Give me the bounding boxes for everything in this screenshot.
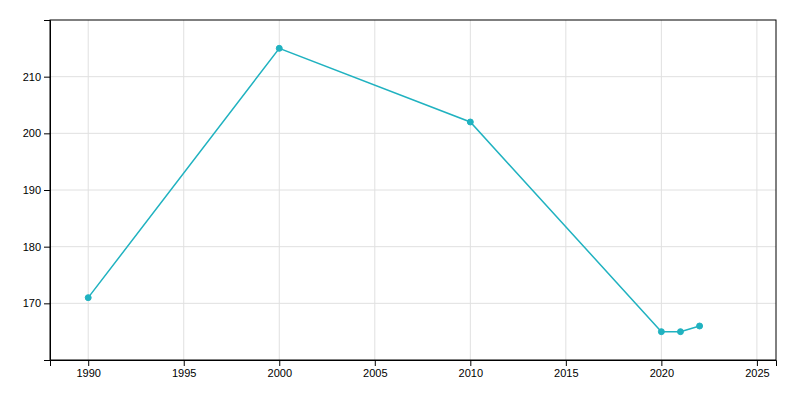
- grid-line-y: [50, 133, 776, 134]
- grid-line-y: [50, 303, 776, 304]
- x-tick-mark: [470, 360, 471, 366]
- x-tick-label: 1990: [76, 367, 100, 379]
- y-tick-mark: [44, 303, 50, 304]
- chart-svg: 1990 1995 2000 2005 2010 2015 2020 2025 170 180 19…: [0, 0, 800, 400]
- grid-line-y: [50, 246, 776, 247]
- y-axis: 170 180 190 200 210: [23, 21, 51, 361]
- x-tick-label: 2020: [650, 367, 674, 379]
- x-tick-label: 2015: [554, 367, 578, 379]
- grid-line-y: [50, 76, 776, 77]
- x-tick: 2010: [459, 360, 483, 379]
- x-tick-label: 2005: [363, 367, 387, 379]
- x-tick-label: 1995: [172, 367, 196, 379]
- y-tick: 200: [23, 127, 50, 139]
- y-tick-label: 190: [23, 184, 41, 196]
- x-tick-mark: [375, 360, 376, 366]
- x-tick-label: 2000: [268, 367, 292, 379]
- point: [658, 329, 664, 335]
- y-tick: 180: [23, 241, 50, 253]
- chart-container: 1990 1995 2000 2005 2010 2015 2020 2025 170 180 19…: [0, 0, 800, 400]
- x-tick-mark: [279, 360, 280, 366]
- y-tick-mark: [44, 133, 50, 134]
- x-tick: 2025: [745, 360, 769, 379]
- x-tick: 1995: [172, 360, 196, 379]
- grid: [50, 20, 776, 360]
- plot-frame: [50, 20, 776, 360]
- x-axis-line: [51, 361, 777, 367]
- grid-line-y: [50, 190, 776, 191]
- point: [467, 119, 473, 125]
- y-tick-label: 170: [23, 297, 41, 309]
- point: [697, 323, 703, 329]
- y-tick-label: 210: [23, 71, 41, 83]
- point: [85, 295, 91, 301]
- y-axis-line: [44, 21, 51, 361]
- x-tick-label: 2010: [459, 367, 483, 379]
- x-tick-mark: [566, 360, 567, 366]
- x-tick: 2015: [554, 360, 578, 379]
- y-tick-mark: [44, 190, 50, 191]
- y-tick-mark: [44, 77, 50, 78]
- x-tick-mark: [88, 360, 89, 366]
- x-tick-mark: [184, 360, 185, 366]
- x-tick-mark: [661, 360, 662, 366]
- y-tick: 170: [23, 297, 50, 309]
- y-tick-mark: [44, 247, 50, 248]
- marks: [85, 45, 702, 334]
- point: [677, 329, 683, 335]
- x-tick: 1990: [76, 360, 100, 379]
- x-tick-mark: [757, 360, 758, 366]
- point: [276, 45, 282, 51]
- x-tick: 2020: [650, 360, 674, 379]
- plot-area: 1990 1995 2000 2005 2010 2015 2020 2025 170 180 19…: [23, 20, 777, 379]
- x-axis: 1990 1995 2000 2005 2010 2015 2020 2025: [51, 360, 777, 379]
- x-tick: 2000: [268, 360, 292, 379]
- y-tick: 190: [23, 184, 50, 196]
- x-tick-label: 2025: [745, 367, 769, 379]
- x-tick: 2005: [363, 360, 387, 379]
- y-tick: 210: [23, 71, 50, 83]
- y-tick-label: 180: [23, 241, 41, 253]
- line: [88, 48, 699, 331]
- y-tick-label: 200: [23, 127, 41, 139]
